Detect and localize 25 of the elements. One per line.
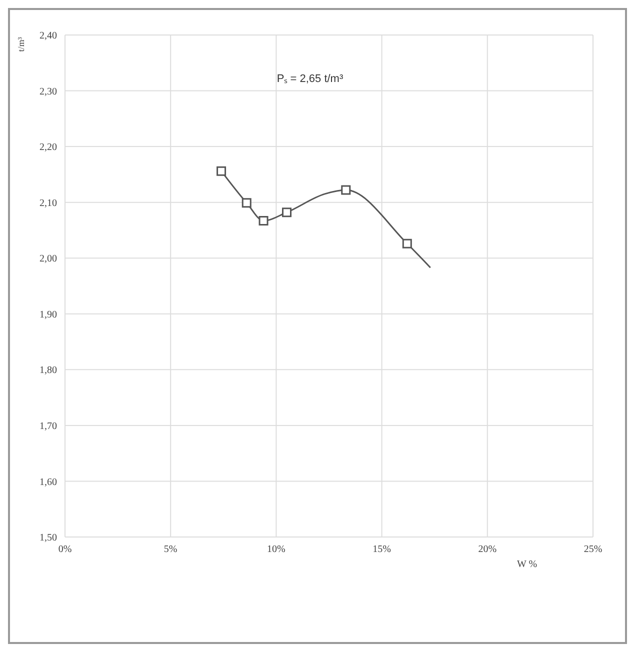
x-axis-title: W % — [516, 559, 538, 570]
y-tick-label: 1,80 — [40, 365, 57, 376]
point — [216, 166, 226, 176]
y-tick-label: 1,50 — [40, 532, 57, 544]
x-tick-label: 15% — [372, 544, 391, 556]
x-tick-label: 0% — [58, 544, 72, 556]
x-tick-label: 5% — [164, 544, 178, 556]
point — [341, 185, 351, 195]
point — [402, 238, 412, 248]
y-tick-label: 2,30 — [40, 86, 57, 98]
y-tick-label: 2,00 — [40, 254, 57, 265]
y-tick-label: 1,70 — [40, 420, 57, 432]
y-tick-label: 2,40 — [40, 30, 57, 42]
point — [258, 216, 268, 226]
annotation: Pₛ = 2,65 t/m³ — [276, 72, 344, 85]
y-tick-label: 1,60 — [40, 476, 57, 488]
point — [242, 198, 252, 208]
y-tick-label: 1,90 — [40, 309, 57, 320]
y-tick-label: 2,10 — [40, 198, 57, 209]
x-tick-label: 20% — [478, 544, 497, 556]
y-tick-label: 2,20 — [40, 142, 57, 154]
x-tick-label: 25% — [584, 544, 602, 556]
x-tick-label: 10% — [267, 544, 286, 556]
point — [282, 208, 292, 218]
y-axis-title: t/m³ — [16, 36, 26, 52]
